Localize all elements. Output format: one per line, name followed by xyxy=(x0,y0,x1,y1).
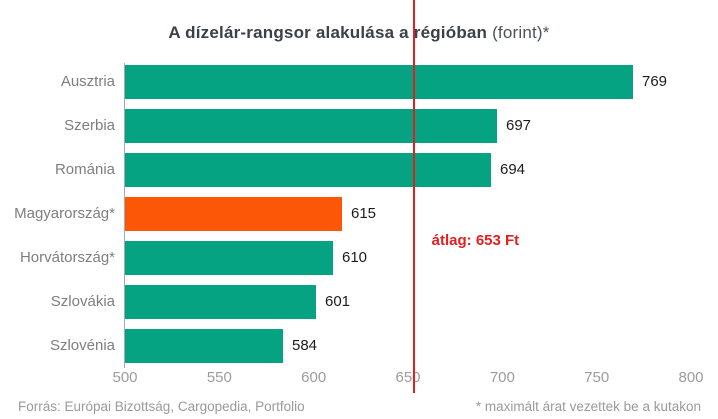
bar xyxy=(125,153,491,187)
value-label: 610 xyxy=(342,249,368,266)
category-label: Szlovénia xyxy=(49,337,115,354)
bar xyxy=(125,109,497,143)
category-label: Szerbia xyxy=(64,117,115,134)
x-tick-label: 800 xyxy=(678,369,704,386)
footnote-text: * maximált árat vezettek be a kutakon xyxy=(475,399,701,414)
x-tick-label: 700 xyxy=(489,369,515,386)
bar xyxy=(125,285,316,319)
value-label: 601 xyxy=(325,293,351,310)
y-axis-line xyxy=(124,63,125,368)
chart-title-main: A dízelár-rangsor alakulása a régióban xyxy=(168,23,488,42)
bar xyxy=(125,65,633,99)
average-line-label: átlag: 653 Ft xyxy=(431,232,520,249)
value-label: 769 xyxy=(642,73,668,90)
category-label: Ausztria xyxy=(60,73,115,90)
value-label: 584 xyxy=(292,337,318,354)
chart-title: A dízelár-rangsor alakulása a régióban (… xyxy=(0,23,718,43)
x-tick-label: 600 xyxy=(301,369,327,386)
x-tick-label: 650 xyxy=(395,369,421,386)
x-tick-label: 500 xyxy=(112,369,138,386)
category-label: Szlovákia xyxy=(50,293,115,310)
average-line xyxy=(412,0,415,393)
x-tick-label: 550 xyxy=(206,369,232,386)
x-tick-label: 750 xyxy=(584,369,610,386)
category-label: Románia xyxy=(54,161,115,178)
category-label: Horvátország* xyxy=(19,249,115,266)
value-label: 697 xyxy=(506,117,532,134)
chart-title-suffix: (forint)* xyxy=(487,23,550,42)
value-label: 694 xyxy=(500,161,526,178)
category-label: Magyarország* xyxy=(14,205,115,222)
value-label: 615 xyxy=(351,205,377,222)
bar xyxy=(125,197,342,231)
bar xyxy=(125,329,283,363)
bar xyxy=(125,241,333,275)
source-text: Forrás: Európai Bizottság, Cargopedia, P… xyxy=(18,399,305,414)
